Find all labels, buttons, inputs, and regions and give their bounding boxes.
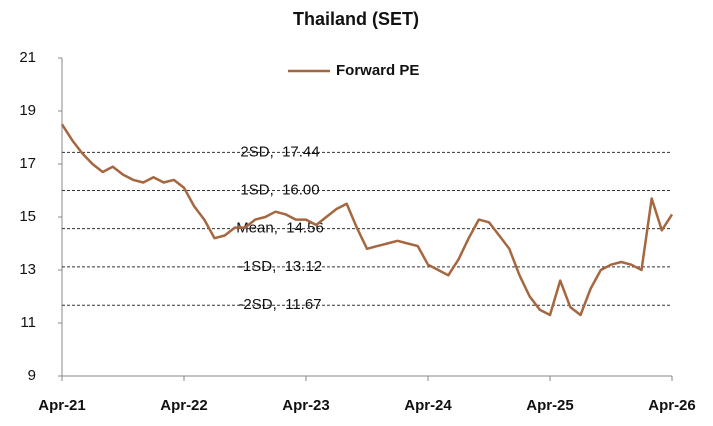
sd-label: 2SD, 17.44 — [240, 143, 319, 160]
y-tick-label: 17 — [19, 155, 36, 172]
y-tick-label: 15 — [19, 208, 36, 225]
y-tick-label: 11 — [20, 314, 36, 331]
x-tick-label: Apr-25 — [526, 397, 574, 414]
series-line — [60, 123, 674, 317]
x-tick-label: Apr-22 — [160, 397, 208, 414]
sd-label: -1SD, 13.12 — [238, 258, 322, 275]
sd-label: 1SD, 16.00 — [240, 181, 319, 198]
y-tick-label: 21 — [19, 49, 36, 66]
y-tick-label: 13 — [19, 261, 36, 278]
x-tick-label: Apr-24 — [404, 397, 452, 414]
y-tick-label: 9 — [28, 367, 36, 384]
legend-label: Forward PE — [336, 62, 419, 79]
y-tick-label: 19 — [19, 102, 36, 119]
x-tick-label: Apr-23 — [282, 397, 330, 414]
sd-label: -2SD, 11.67 — [238, 296, 321, 313]
x-tick-label: Apr-26 — [648, 397, 696, 414]
sd-label: Mean, 14.56 — [236, 220, 324, 237]
x-tick-label: Apr-21 — [38, 397, 86, 414]
chart-title: Thailand (SET) — [293, 9, 419, 29]
